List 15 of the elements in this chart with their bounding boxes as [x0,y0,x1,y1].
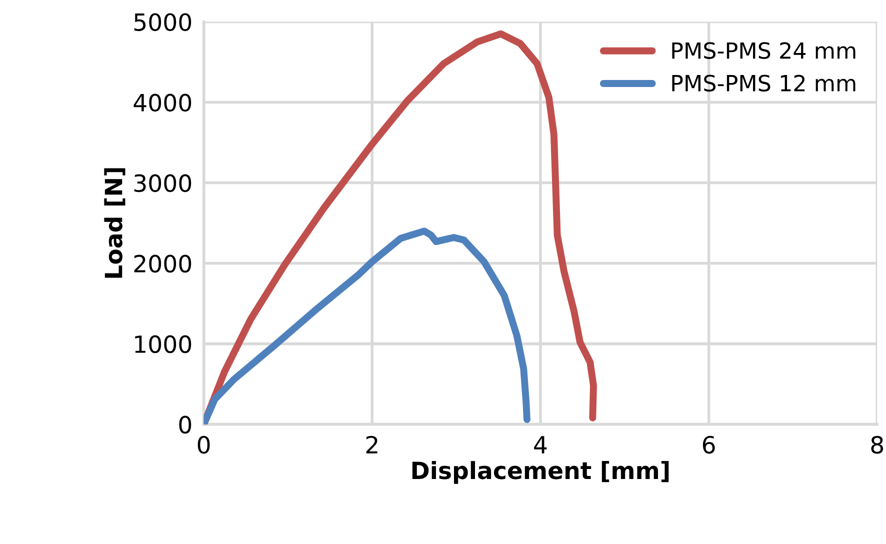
y-axis-title: Load [N] [104,168,126,278]
x-tick-label: 2 [366,436,378,454]
x-tick-label: 8 [871,436,884,454]
legend-label: PMS-PMS 12 mm [672,74,856,92]
y-tick-label: 2000 [134,254,192,273]
x-tick-label: 4 [534,436,547,454]
legend-label: PMS-PMS 24 mm [672,42,856,59]
y-tick-label: 0 [179,416,192,434]
y-tick-label: 5000 [134,13,192,32]
y-tick-label: 3000 [134,174,192,192]
y-tick-label: 1000 [135,335,192,354]
y-tick-label: 4000 [134,94,192,112]
x-tick-label: 6 [702,436,715,454]
x-tick-label: 0 [198,436,210,454]
x-axis-title: Displacement [mm] [412,461,669,484]
